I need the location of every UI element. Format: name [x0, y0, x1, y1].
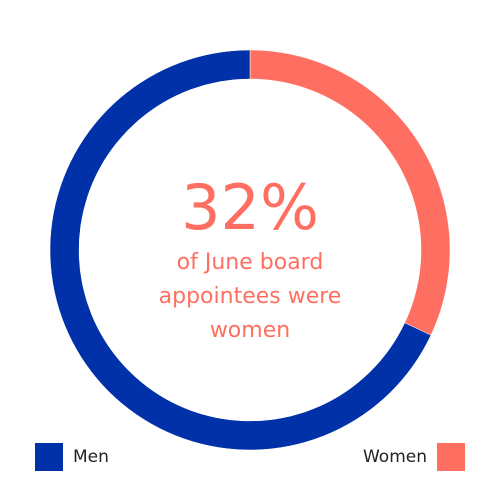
headline-percentage: 32% [181, 171, 319, 244]
headline-caption: of June board appointees were women [120, 246, 380, 348]
legend-item-women: Women [363, 443, 465, 471]
caption-line-2: appointees were [158, 284, 342, 309]
legend-swatch-women [437, 443, 465, 471]
caption-line-3: women [209, 318, 291, 343]
legend-swatch-men [35, 443, 63, 471]
caption-line-1: of June board [176, 250, 324, 275]
donut-slice-men [49, 49, 432, 451]
legend-label-men: Men [73, 447, 109, 467]
legend-label-women: Women [362, 447, 427, 467]
legend-item-men: Men [35, 443, 109, 471]
